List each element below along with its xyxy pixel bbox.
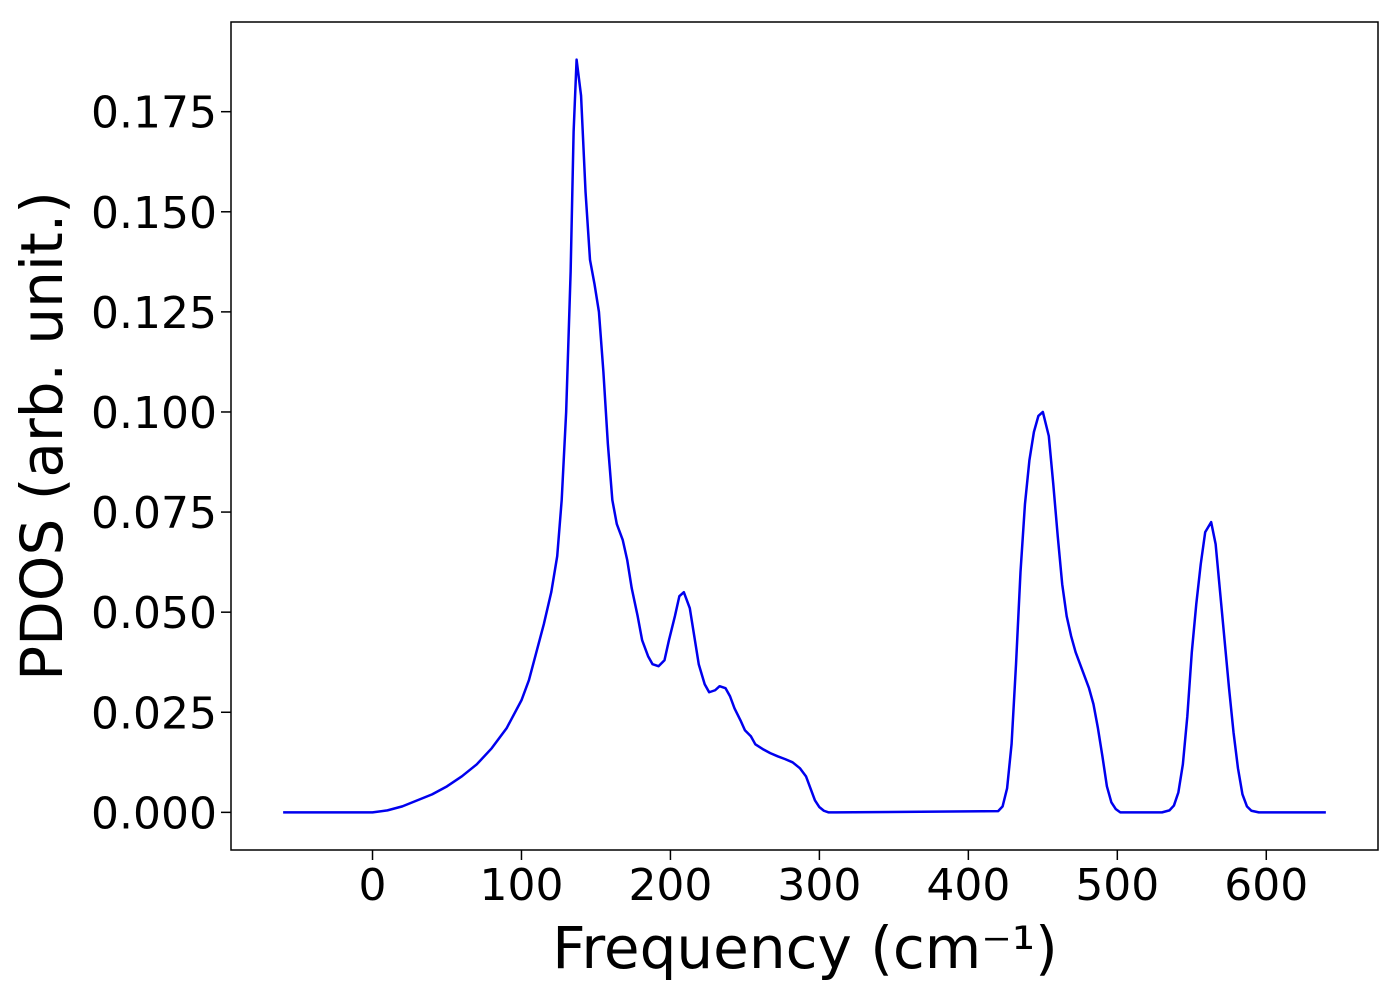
y-tick-label: 0.150 [91,188,217,239]
y-tick-label: 0.100 [91,388,217,439]
x-tick-label: 100 [479,860,563,911]
x-tick-label: 0 [359,860,387,911]
plot-frame [230,21,1379,851]
y-tick-label: 0.050 [91,588,217,639]
y-tick-label: 0.125 [91,288,217,339]
x-tick-label: 500 [1075,860,1159,911]
y-tick-label: 0.075 [91,488,217,539]
x-tick-label: 300 [777,860,861,911]
x-tick-label: 600 [1224,860,1308,911]
x-tick-label: 400 [926,860,1010,911]
x-axis-label: Frequency (cm⁻¹) [552,914,1058,982]
x-tick-label: 200 [628,860,712,911]
y-tick-label: 0.175 [91,88,217,139]
y-axis-label: PDOS (arb. unit.) [8,191,76,681]
y-tick-label: 0.025 [91,688,217,739]
data-line [283,58,1326,814]
y-tick-label: 0.000 [91,788,217,839]
